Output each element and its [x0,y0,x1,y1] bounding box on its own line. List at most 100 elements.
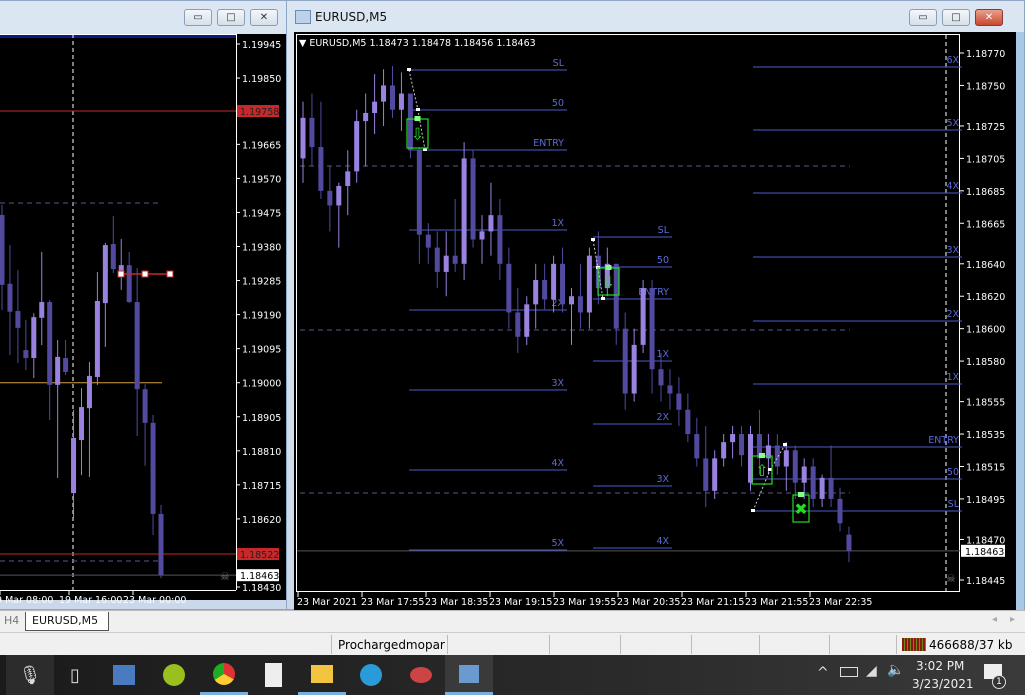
y-tick-label: 1.19850 [242,74,281,85]
trade1-label: 2X [551,298,564,309]
bear-candle [23,350,29,358]
trade3-label: SL [948,499,960,510]
bull-candle [765,445,771,459]
bull-candle [94,300,100,377]
bull-candle [712,458,718,491]
y-tick-label: 1.18705 [966,154,1005,165]
tab-eurusd-m5[interactable]: EURUSD,M5 [25,612,109,631]
right-chart[interactable]: ▼ EURUSD,M5 1.18473 1.18478 1.18456 1.18… [294,32,1016,610]
microphone-icon[interactable]: 🎙 [6,655,54,695]
network-computer-icon[interactable] [100,655,148,695]
y-tick-label: 1.19570 [242,174,281,185]
metatrader-icon[interactable] [445,655,493,695]
signal-handle [759,453,765,458]
bull-candle [372,101,378,113]
snipping-tool-icon[interactable] [397,655,445,695]
minimize-button[interactable]: ▭ [909,9,937,26]
bear-candle [828,477,834,499]
close-button[interactable]: ✕ [250,9,278,26]
x-tick-label: 23 Mar 19:15 [489,597,552,608]
file-explorer-icon[interactable] [298,655,346,695]
wifi-icon[interactable]: ◢ [866,663,877,679]
bear-candle [774,445,780,467]
tab-scroll-left-icon[interactable]: ◂ [992,614,998,625]
x-tick-label: 23 Mar 19:55 [553,597,616,608]
clock-date[interactable]: 3/23/2021 [912,677,974,691]
trade1-label: 4X [551,458,564,469]
trade-point-marker [416,108,420,111]
bull-candle [381,85,387,102]
y-tick-label: 1.18715 [242,481,281,492]
calculator-icon[interactable] [249,655,297,695]
vertical-scrollbar[interactable] [1016,32,1024,610]
trendline-handle [166,270,174,278]
sell-arrow-icon: ⇩ [411,125,424,144]
connection-bars-icon [902,638,926,651]
sell-arrow-icon: ⇩ [602,273,615,292]
show-hidden-icons-icon[interactable]: ^ [817,665,829,681]
y-tick-label: 1.19945 [242,40,281,51]
volume-icon[interactable]: 🔈 [887,662,905,678]
close-button[interactable]: ✕ [975,9,1003,26]
task-view-icon[interactable]: ▯ [70,664,80,686]
status-bar: Prochargedmopar 466688/37 kb [0,632,1025,655]
bear-candle [434,247,440,272]
bull-candle [39,302,45,318]
bull-candle [488,215,494,232]
bull-candle [300,117,306,159]
trade1-label: 5X [551,538,564,549]
bear-candle [694,434,700,459]
x-tick-label: 23 Mar 21:15 [681,597,744,608]
bull-candle [79,407,84,441]
y-tick-label: 1.18445 [966,576,1005,587]
app-n-icon[interactable] [150,655,198,695]
bull-candle [631,344,637,394]
chrome-icon[interactable] [200,655,248,695]
bull-candle [336,185,342,206]
signal-handle [605,265,612,270]
x-tick-label: 19 Mar 16:00 [59,595,122,606]
telegram-icon[interactable] [347,655,395,695]
x-tick-label: 23 Mar 2021 [297,597,357,608]
trade1-label: 3X [551,378,564,389]
clock-time[interactable]: 3:02 PM [916,659,965,673]
bear-candle [613,263,619,329]
signal-handle [798,492,804,497]
bull-candle [569,296,574,305]
trade3-label: 3X [946,245,959,256]
maximize-button[interactable]: □ [217,9,245,26]
bear-candle [649,288,655,370]
bear-candle [0,214,5,285]
tab-scroll-right-icon[interactable]: ▸ [1010,614,1016,625]
trendline-handle [117,270,125,278]
x-tick-label: 23 Mar 20:35 [617,597,680,608]
bull-candle [345,171,351,186]
y-tick-label: 1.19475 [242,208,281,219]
tab-h4[interactable]: H4 [0,612,27,631]
bear-candle [425,234,431,248]
minimize-button[interactable]: ▭ [184,9,212,26]
bear-candle [497,215,503,264]
trade-point-marker [423,148,427,151]
y-tick-label: 1.18770 [966,49,1005,60]
bear-candle [47,302,53,385]
trade-point-marker [601,297,605,300]
left-chart[interactable]: ☠ 1.19945 1.19850 1.19665 1.19570 1.19475 1.19… [0,34,286,610]
trade2-label: 1X [656,349,669,360]
trendline-handle [141,270,149,278]
y-tick-label: 1.18495 [966,495,1005,506]
trade-point-marker [407,68,411,71]
bear-candle [327,190,333,206]
bear-candle [150,422,156,514]
bear-candle [658,369,664,386]
bear-candle [515,312,521,337]
trade1-label: SL [553,58,565,69]
y-tick-label: 1.18750 [966,81,1005,92]
maximize-button[interactable]: □ [942,9,970,26]
battery-icon[interactable] [840,667,858,677]
y-tick-label: 1.18515 [966,462,1005,473]
skull-icon: ☠ [220,570,230,583]
skull-icon: ☠ [946,572,956,585]
bear-candle [63,357,69,372]
bear-candle [318,147,324,191]
